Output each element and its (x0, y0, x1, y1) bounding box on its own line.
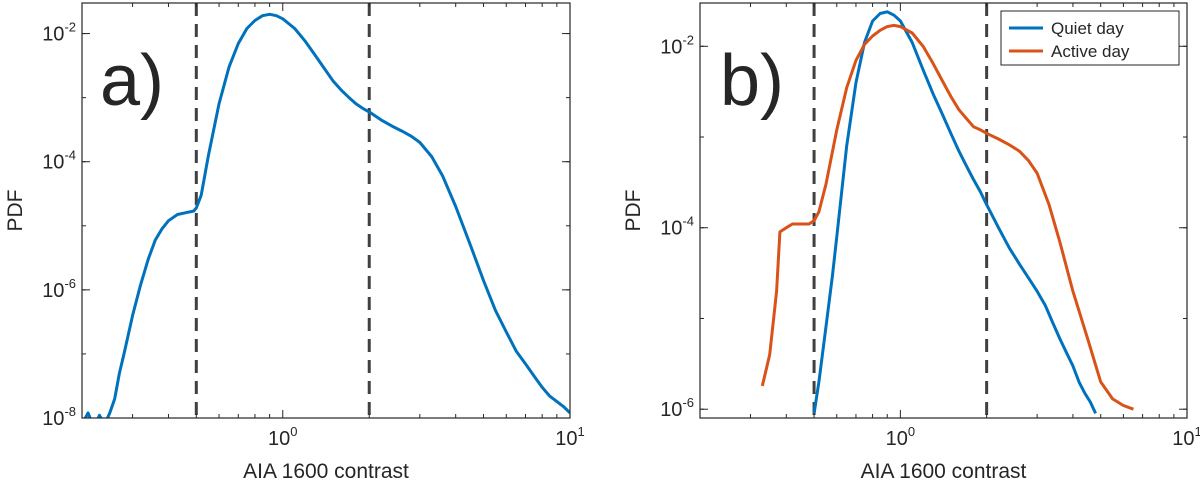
panel-a: 100 101 10-8 10-6 10-4 10-2 AIA 1600 contrast P… (4, 2, 585, 483)
series-line-1 (83, 12, 570, 418)
legend: Quiet day Active day (1000, 10, 1180, 66)
x-axis-label: AIA 1600 contrast (861, 460, 1027, 483)
legend-entry: Active day (1051, 42, 1130, 61)
y-tick-label: 10-8 (42, 404, 76, 430)
x-tick-label: 100 (886, 424, 915, 450)
y-tick-label: 10-4 (42, 148, 76, 174)
x-tick-label: 100 (268, 424, 297, 450)
x-axis-label: AIA 1600 contrast (243, 460, 409, 483)
y-tick-label: 10-2 (42, 20, 76, 46)
y-tick-label: 10-6 (660, 395, 694, 421)
x-tick-label: 101 (555, 424, 584, 450)
plot-area (83, 12, 570, 418)
axes-box (699, 2, 1188, 419)
y-tick-label: 10-4 (660, 214, 694, 240)
panel-label: b) (720, 41, 784, 121)
series-line-quiet-day (812, 10, 1097, 415)
legend-box (1000, 10, 1180, 66)
panel-b: 100 101 10-6 10-4 10-2 AIA 1600 contrast PDF b)… (622, 2, 1200, 483)
y-tick-label: 10-6 (42, 276, 76, 302)
plot-area (760, 10, 1134, 415)
y-axis-label: PDF (622, 190, 645, 232)
y-axis-label: PDF (4, 190, 27, 232)
x-tick-label: 101 (1172, 424, 1200, 450)
y-tick-label: 10-2 (660, 32, 694, 58)
axes-box (81, 2, 571, 419)
series-line-active-day (760, 23, 1134, 411)
panel-label: a) (100, 41, 164, 121)
legend-entry: Quiet day (1051, 19, 1124, 38)
